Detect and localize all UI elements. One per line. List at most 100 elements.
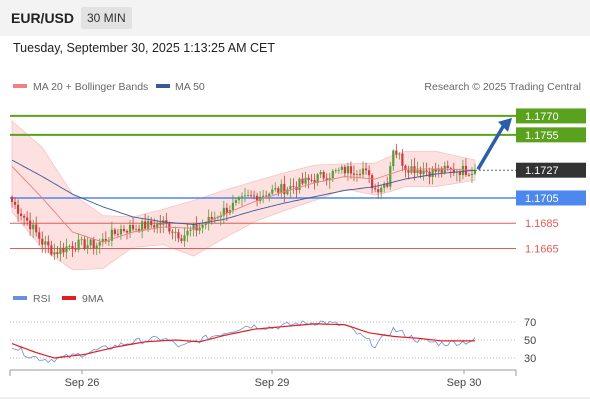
candle-body bbox=[464, 165, 468, 175]
candle-body bbox=[437, 168, 440, 172]
candle-body bbox=[280, 184, 283, 193]
candle-body bbox=[358, 174, 362, 175]
candle-body bbox=[277, 188, 280, 193]
candle-body bbox=[83, 239, 86, 249]
rsi-tick-70: 70 bbox=[524, 317, 536, 329]
candle-body bbox=[398, 153, 401, 155]
candle-body bbox=[186, 230, 189, 236]
rsi-ma-line bbox=[11, 323, 475, 359]
candle-body bbox=[231, 202, 235, 211]
candle-body bbox=[446, 165, 449, 169]
level-label-1.1665: 1.1665 bbox=[525, 243, 559, 255]
candle-body bbox=[134, 228, 138, 230]
candle-body bbox=[207, 216, 210, 224]
candle-body bbox=[283, 184, 286, 195]
candle-body bbox=[204, 223, 207, 225]
timeframe-badge[interactable]: 30 MIN bbox=[81, 7, 132, 29]
candle-body bbox=[383, 183, 386, 188]
candle-body bbox=[32, 224, 35, 230]
candle-body bbox=[313, 180, 316, 183]
candle-body bbox=[141, 221, 144, 232]
candle-body bbox=[310, 179, 313, 181]
candle-body bbox=[301, 178, 304, 184]
candle-body bbox=[177, 232, 180, 239]
candle-body bbox=[95, 245, 98, 249]
candle-body bbox=[286, 189, 289, 195]
instrument-symbol: EUR/USD bbox=[11, 10, 75, 26]
candle-body bbox=[19, 213, 23, 217]
candle-body bbox=[249, 195, 253, 196]
candle-body bbox=[319, 172, 322, 175]
level-label-1.1685: 1.1685 bbox=[525, 218, 559, 230]
chart-header: EUR/USD 30 MIN bbox=[0, 0, 590, 36]
candle-body bbox=[74, 248, 77, 250]
candle-body bbox=[183, 235, 186, 241]
candle-body bbox=[252, 195, 256, 197]
candle-body bbox=[41, 238, 44, 245]
candle-body bbox=[98, 242, 101, 246]
candle-body bbox=[380, 187, 383, 193]
level-badge-1.1770 bbox=[516, 108, 586, 124]
candle-body bbox=[473, 170, 477, 174]
candle-body bbox=[316, 174, 319, 183]
candle-body bbox=[150, 220, 153, 226]
candle-body bbox=[386, 183, 389, 187]
x-tick-label: Sep 29 bbox=[255, 377, 290, 389]
rsi-tick-50: 50 bbox=[524, 335, 536, 347]
candle-body bbox=[116, 233, 120, 235]
candle-body bbox=[431, 168, 434, 178]
candle-body bbox=[56, 252, 59, 254]
candle-body bbox=[29, 220, 32, 230]
candle-body bbox=[38, 232, 41, 239]
candle-body bbox=[395, 150, 398, 155]
candle-body bbox=[201, 224, 204, 228]
bollinger-band bbox=[11, 120, 476, 271]
candle-body bbox=[180, 238, 183, 241]
candle-body bbox=[71, 246, 74, 249]
candle-body bbox=[128, 224, 132, 233]
candle-body bbox=[162, 220, 165, 225]
candle-body bbox=[298, 178, 301, 191]
candle-body bbox=[289, 185, 292, 190]
candle-body bbox=[65, 246, 68, 253]
candle-body bbox=[219, 215, 222, 218]
candle-body bbox=[86, 245, 89, 249]
candle-body bbox=[110, 229, 113, 241]
candle-body bbox=[419, 170, 422, 175]
candle-body bbox=[470, 173, 474, 176]
ma50-line bbox=[11, 159, 476, 225]
candle-body bbox=[198, 227, 201, 231]
candle-body bbox=[80, 239, 83, 241]
candle-body bbox=[352, 173, 356, 175]
candle-body bbox=[334, 170, 337, 172]
rsi-legend-label: RSI bbox=[33, 293, 51, 305]
candle-body bbox=[10, 196, 14, 202]
candle-body bbox=[452, 168, 455, 173]
rsi-line bbox=[11, 320, 476, 363]
candle-body bbox=[47, 241, 50, 246]
level-label-1.1770: 1.1770 bbox=[525, 111, 559, 123]
candle-body bbox=[361, 168, 365, 175]
candle-body bbox=[467, 174, 471, 176]
candle-body bbox=[107, 240, 110, 242]
candle-body bbox=[122, 228, 126, 231]
credit-text: Research © 2025 Trading Central bbox=[424, 81, 581, 93]
candle-body bbox=[401, 153, 404, 166]
candle-body bbox=[268, 193, 271, 197]
candle-body bbox=[392, 150, 395, 167]
candle-body bbox=[262, 195, 265, 197]
candle-body bbox=[440, 168, 443, 173]
rsi-tick-30: 30 bbox=[524, 353, 536, 365]
candle-body bbox=[256, 195, 259, 202]
candle-body bbox=[371, 175, 374, 189]
candle-body bbox=[195, 224, 198, 231]
candle-body bbox=[26, 217, 29, 221]
candle-body bbox=[265, 195, 268, 197]
level-label-1.1727: 1.1727 bbox=[525, 165, 559, 177]
candle-body bbox=[404, 165, 407, 171]
candle-body bbox=[240, 196, 244, 198]
candle-body bbox=[292, 185, 295, 187]
candle-body bbox=[174, 232, 177, 233]
ma50-legend-label: MA 50 bbox=[175, 81, 205, 93]
candle-body bbox=[159, 222, 162, 225]
